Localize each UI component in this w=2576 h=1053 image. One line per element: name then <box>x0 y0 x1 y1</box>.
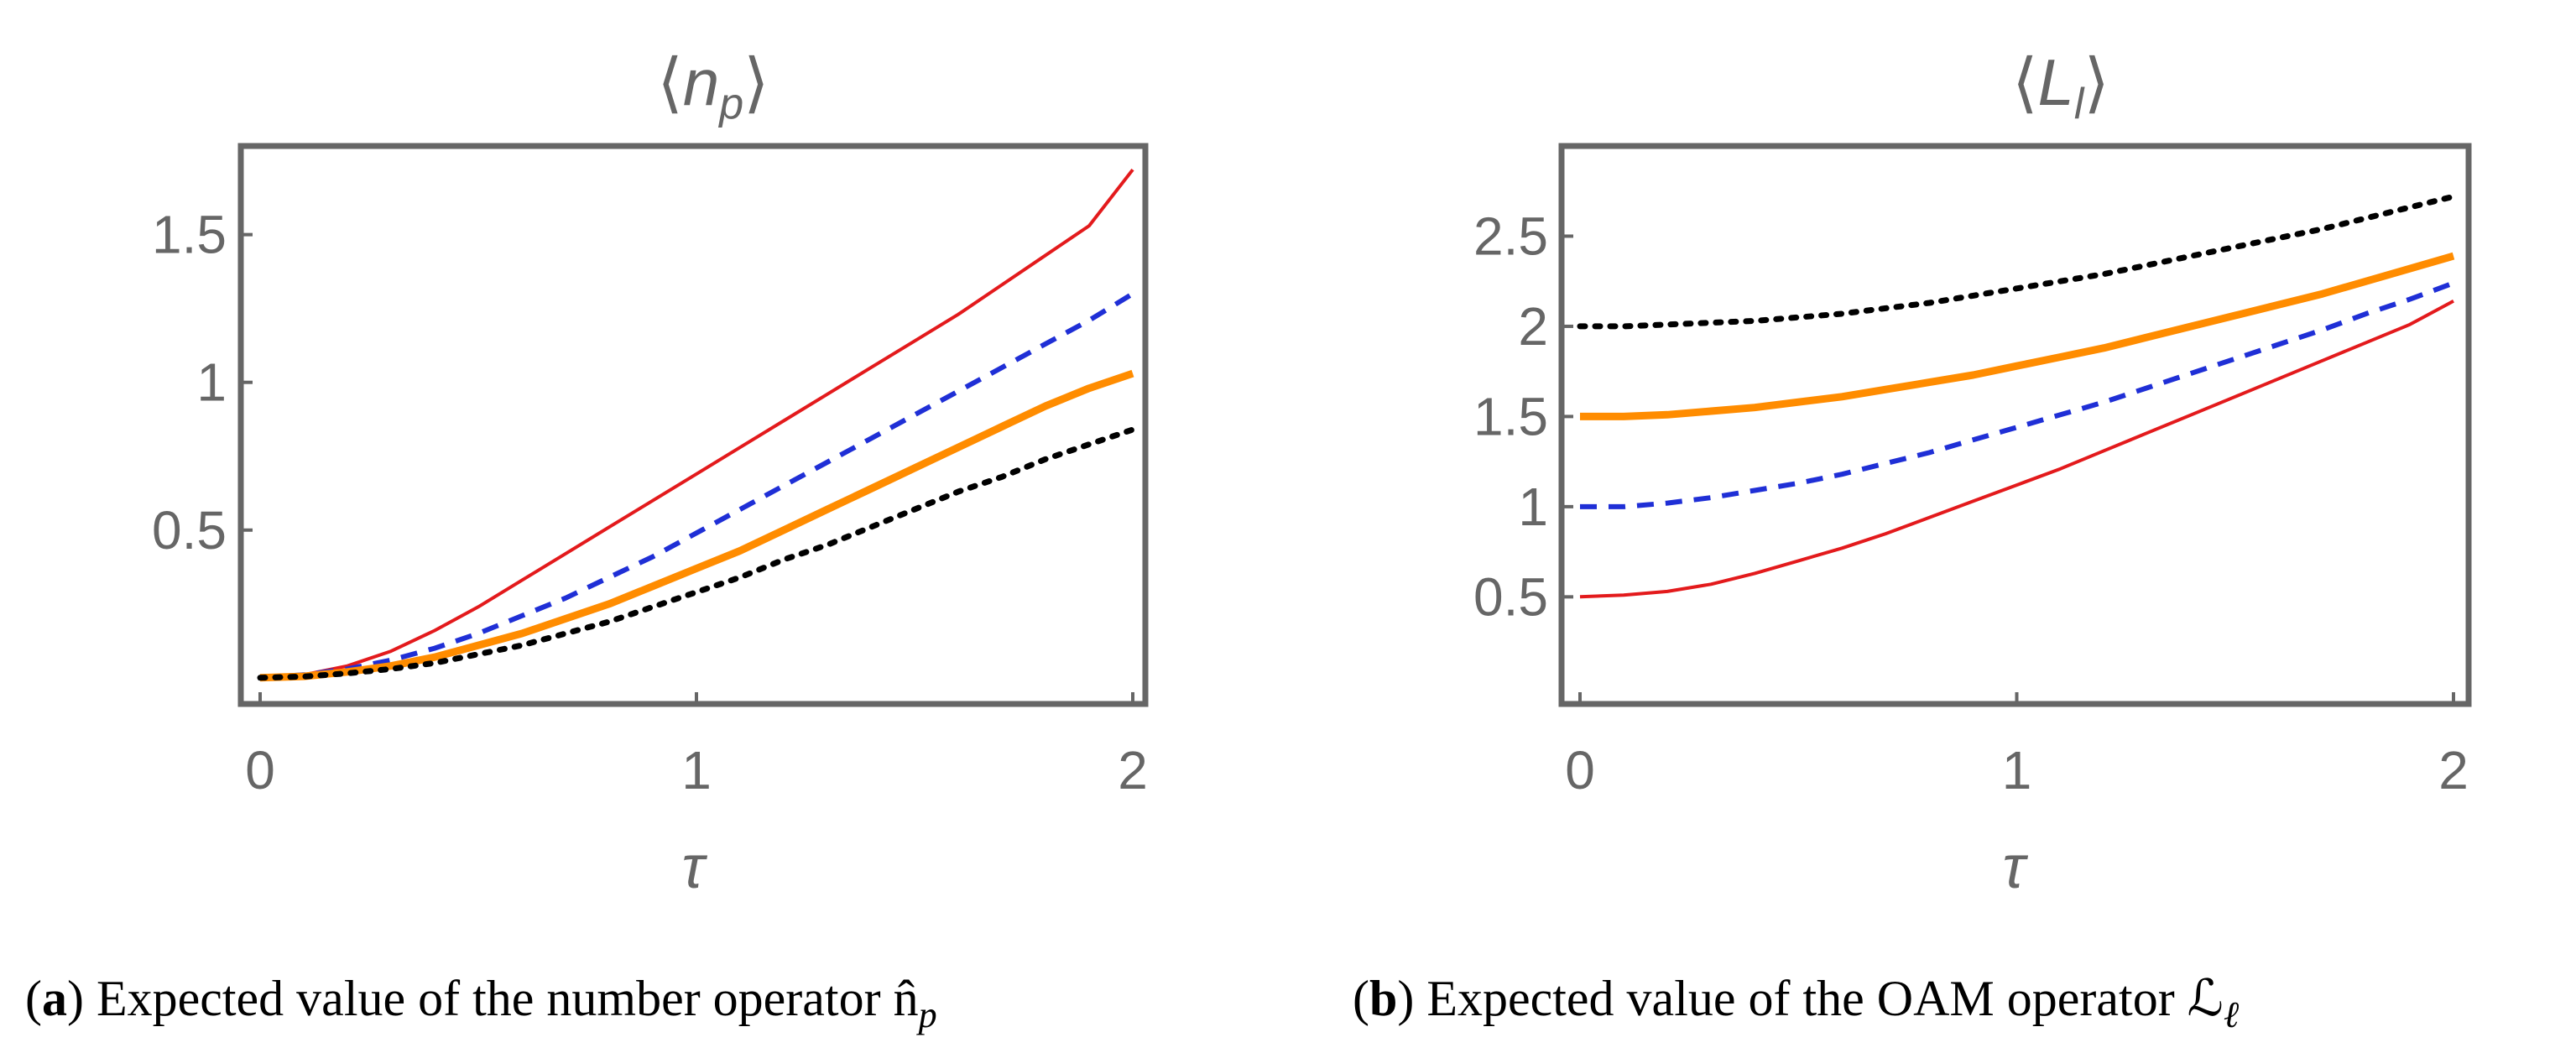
panel-b-xtick-label: 0 <box>1565 740 1595 800</box>
panel-b-xlabel: τ <box>2003 834 2029 901</box>
panel-b-ticks: 0 1 2 0.5 1 1.5 2 2.5 <box>1473 206 2469 800</box>
panel-b-xtick-label: 1 <box>2002 740 2032 800</box>
panel-a-frame <box>237 143 1149 707</box>
panel-a-caption: (a) Expected value of the number operato… <box>25 971 937 1035</box>
panel-a: ⟨np⟩ 0 1 2 0.5 1 1.5 τ (a) Expected value of … <box>25 45 1149 1035</box>
panel-a-caption-sub: p <box>916 994 937 1035</box>
panel-b-title: ⟨Ll⟩ <box>2012 45 2109 128</box>
panel-b-series-red-solid <box>1579 300 2454 599</box>
panel-b-ytick-label: 1.5 <box>1473 386 1548 446</box>
panel-b-title-main: L <box>2038 45 2074 119</box>
panel-a-ytick-label: 1.5 <box>152 205 227 265</box>
panel-a-xlabel: τ <box>682 834 708 901</box>
panel-b-series-black-dotted <box>1577 193 2457 330</box>
panel-b-caption-text: Expected value of the OAM operator ℒ <box>1414 971 2224 1026</box>
panel-b-caption-sub: ℓ <box>2224 994 2240 1035</box>
panel-b-caption-label: b <box>1369 971 1397 1026</box>
panel-b-xtick-label: 2 <box>2438 740 2469 800</box>
panel-b-ytick-label: 2 <box>1518 296 1548 357</box>
panel-a-series <box>257 168 1136 682</box>
panel-b-series-orange-thick <box>1580 252 2455 420</box>
panel-a-caption-text: Expected value of the number operator n̂ <box>84 971 919 1026</box>
panel-a-title-sub: p <box>717 80 743 128</box>
panel-a-series-red-solid <box>259 168 1134 680</box>
panel-b: ⟨Ll⟩ 0 1 2 0.5 1 1.5 2 2.5 τ (b) Expected value… <box>1353 45 2472 1035</box>
panel-b-ytick-label: 0.5 <box>1473 566 1548 627</box>
panel-a-xtick-label: 1 <box>681 740 712 800</box>
panel-a-ytick-label: 0.5 <box>152 500 227 560</box>
panel-b-series-blue-dashed <box>1580 280 2455 509</box>
panel-a-title-main: n <box>683 45 719 119</box>
panel-a-ytick-label: 1 <box>196 352 227 413</box>
panel-a-caption-label: a <box>42 971 67 1026</box>
panel-b-frame <box>1558 143 2472 707</box>
panel-a-xtick-label: 2 <box>1118 740 1148 800</box>
panel-a-title: ⟨np⟩ <box>657 45 769 128</box>
panel-b-ytick-label: 2.5 <box>1473 206 1548 266</box>
panel-b-ytick-label: 1 <box>1518 477 1548 537</box>
panel-b-series <box>1577 193 2457 599</box>
panel-a-series-black-dotted <box>257 426 1136 681</box>
panel-a-xtick-label: 0 <box>245 740 275 800</box>
panel-a-series-blue-dashed <box>259 291 1134 680</box>
panel-b-caption: (b) Expected value of the OAM operator ℒ… <box>1353 971 2240 1035</box>
panel-a-series-orange-thick <box>259 369 1134 682</box>
panel-a-ticks: 0 1 2 0.5 1 1.5 <box>152 205 1148 800</box>
panel-b-title-sub: l <box>2074 80 2085 128</box>
